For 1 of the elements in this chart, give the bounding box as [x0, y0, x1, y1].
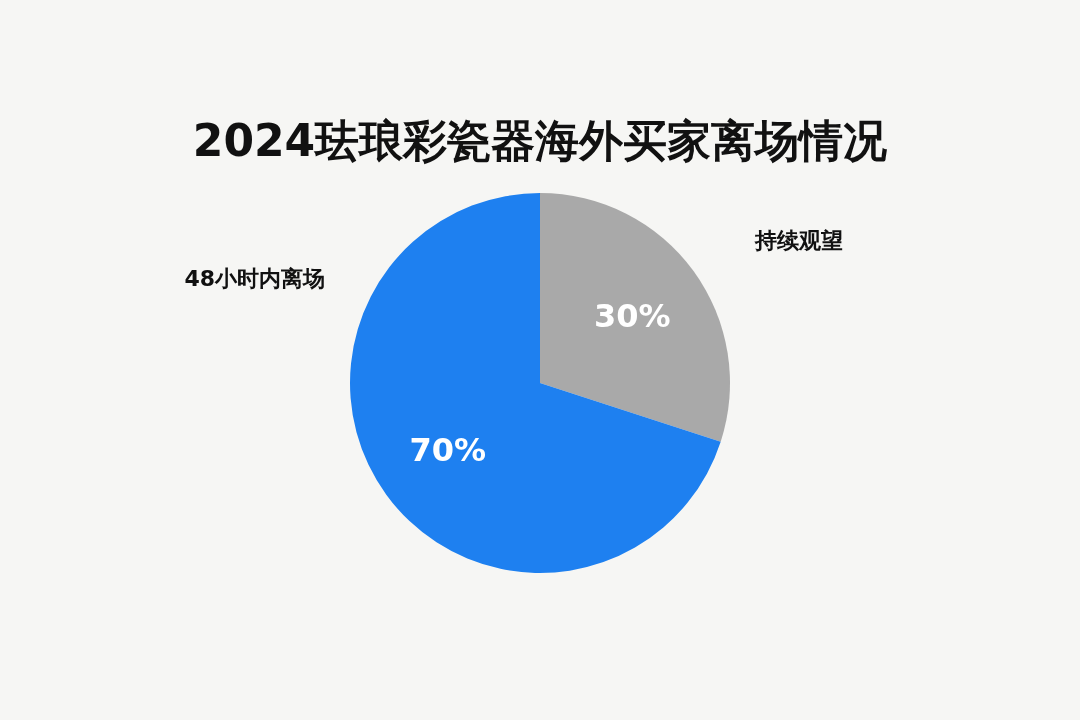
title: 2024珐琅彩瓷器海外买家离场情况	[192, 114, 888, 166]
